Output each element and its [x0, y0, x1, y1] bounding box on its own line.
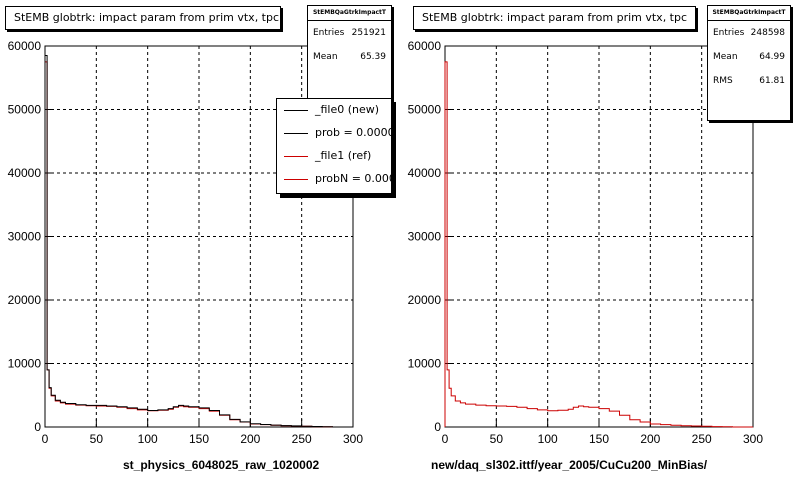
left-x-tick-label: 300 — [343, 432, 363, 446]
right-x-tick-label: 150 — [589, 432, 609, 446]
legend-entry-prob: prob = 0.000009 — [277, 122, 391, 145]
legend-line-black — [284, 110, 308, 111]
right-stats-title: StEMBQaGtrkImpactT — [708, 6, 790, 21]
left-entries-value: 251921 — [351, 28, 386, 38]
left-y-tick-label: 10000 — [8, 357, 42, 371]
right-y-tick-label: 20000 — [408, 293, 442, 307]
left-x-tick-label: 50 — [90, 432, 104, 446]
left-stats-box: StEMBQaGtrkImpactT Entries 251921 Mean 6… — [307, 5, 392, 101]
right-y-tick-label: 10000 — [408, 357, 442, 371]
right-entries-value: 248598 — [750, 28, 785, 38]
right-xlabel: new/daq_sl302.ittf/year_2005/CuCu200_Min… — [431, 458, 708, 472]
left-xlabel: st_physics_6048025_raw_1020002 — [123, 458, 320, 472]
left-mean-value: 65.39 — [360, 52, 386, 62]
left-y-tick-label: 40000 — [8, 166, 42, 180]
left-y-tick-label: 50000 — [8, 103, 42, 117]
legend-label-probn: probN = 0.000000 — [315, 172, 391, 185]
right-x-tick-label: 200 — [640, 432, 660, 446]
legend-entry-file0: _file0 (new) — [277, 99, 391, 122]
left-y-tick-label: 30000 — [8, 230, 42, 244]
right-y-tick-label: 40000 — [408, 166, 442, 180]
legend-label-prob: prob = 0.000009 — [315, 126, 391, 139]
left-x-tick-label: 100 — [138, 432, 158, 446]
right-stats-box: StEMBQaGtrkImpactT Entries 248598 Mean 6… — [707, 5, 791, 121]
right-mean-label: Mean — [713, 52, 738, 62]
legend-line-red — [284, 156, 308, 157]
right-series-ref — [444, 61, 753, 428]
right-y-tick-label: 50000 — [408, 103, 442, 117]
left-stats-title: StEMBQaGtrkImpactT — [308, 6, 391, 21]
right-y-tick-label: 0 — [434, 420, 441, 434]
legend-line-red — [284, 179, 308, 180]
right-x-tick-label: 0 — [442, 432, 449, 446]
right-chart-title: StEMB globtrk: impact param from prim vt… — [422, 11, 688, 24]
left-x-tick-label: 0 — [42, 432, 49, 446]
right-mean-value: 64.99 — [759, 52, 785, 62]
right-title-box: StEMB globtrk: impact param from prim vt… — [413, 6, 696, 30]
left-y-tick-label: 0 — [34, 420, 41, 434]
legend-entry-file1: _file1 (ref) — [277, 145, 391, 168]
right-plot-area: 0 50 100 150 200 250 300 0 10000 20000 30000 40000 5… — [408, 39, 764, 446]
left-y-tick-label: 20000 — [8, 293, 42, 307]
right-x-tick-label: 250 — [692, 432, 712, 446]
left-y-tick-label: 60000 — [8, 39, 42, 53]
legend-label-file1: _file1 (ref) — [315, 149, 372, 162]
right-entries-label: Entries — [713, 28, 745, 38]
legend-label-file0: _file0 (new) — [315, 103, 380, 116]
left-title-box: StEMB globtrk: impact param from prim vt… — [5, 6, 281, 30]
legend-line-black — [284, 133, 308, 134]
right-rms-value: 61.81 — [759, 76, 785, 86]
right-x-tick-label: 50 — [490, 432, 504, 446]
right-y-tick-label: 30000 — [408, 230, 442, 244]
right-rms-label: RMS — [713, 76, 733, 86]
right-y-tick-label: 60000 — [408, 39, 442, 53]
legend-entry-probn: probN = 0.000000 — [277, 168, 391, 191]
right-x-tick-label: 300 — [743, 432, 763, 446]
left-entries-label: Entries — [313, 28, 345, 38]
left-x-tick-label: 150 — [189, 432, 209, 446]
right-x-tick-label: 100 — [538, 432, 558, 446]
left-mean-label: Mean — [313, 52, 338, 62]
left-x-tick-label: 250 — [292, 432, 312, 446]
legend: _file0 (new) prob = 0.000009 _file1 (ref… — [276, 98, 392, 194]
left-x-tick-label: 200 — [240, 432, 260, 446]
left-chart-title: StEMB globtrk: impact param from prim vt… — [14, 11, 280, 24]
left-series-new — [44, 55, 353, 428]
